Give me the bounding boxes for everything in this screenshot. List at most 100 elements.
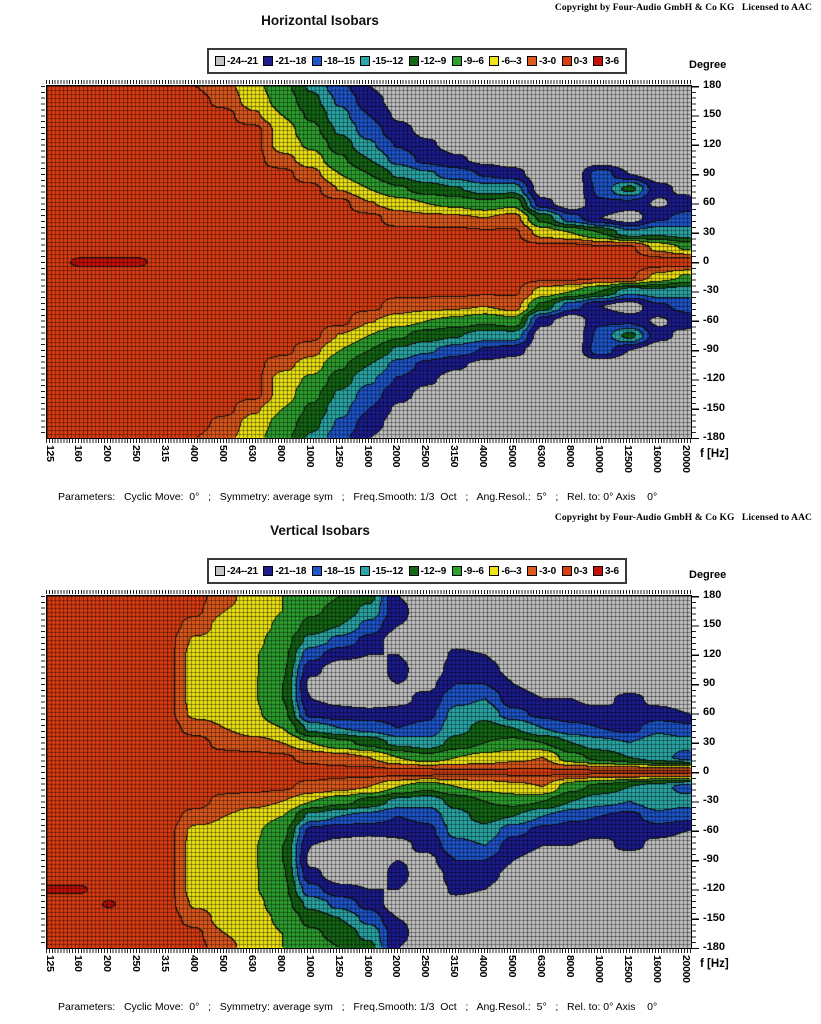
y-axis-tick-label: -120 <box>703 882 726 895</box>
x-axis-tick-label: 12500 <box>621 955 634 983</box>
legend-color-swatch <box>451 566 462 576</box>
legend-item: -15--12 <box>360 56 403 67</box>
legend-item-label: 0-3 <box>573 55 588 67</box>
x-axis-tick-label: 250 <box>130 955 143 972</box>
legend-item: -12--9 <box>408 566 446 577</box>
y-axis-tick-label: 0 <box>703 255 710 267</box>
legend-item: -3-0 <box>527 566 556 577</box>
legend-item: -15--12 <box>360 566 403 577</box>
copyright-text: Copyright by Four-Audio GmbH & Co KG Lic… <box>554 513 812 523</box>
legend-color-swatch <box>489 56 500 66</box>
x-axis-tick-label: 125 <box>43 955 56 972</box>
legend-item: -18--15 <box>311 56 355 67</box>
legend-item: -12--9 <box>408 56 446 67</box>
legend-color-swatch <box>561 56 572 66</box>
y-axis-unit-label: Degree <box>689 59 727 71</box>
legend-item-label: -21--18 <box>275 565 307 577</box>
legend-item-label: -9--6 <box>463 565 484 577</box>
legend-item: -6--3 <box>489 55 522 67</box>
legend-color-swatch <box>527 566 538 576</box>
y-axis-tick-label: 30 <box>703 225 716 238</box>
y-axis-tick-label: -60 <box>703 313 719 326</box>
x-axis-tick-label: 4000 <box>477 955 490 978</box>
legend-color-swatch <box>561 566 572 576</box>
x-axis-tick-label: 1250 <box>332 445 345 468</box>
legend-color-swatch <box>489 566 500 576</box>
y-axis-tick-label: 90 <box>703 677 716 689</box>
x-axis-tick-label: 200 <box>101 955 114 972</box>
legend-color-swatch <box>408 566 419 576</box>
x-axis-tick-label: 500 <box>216 955 229 972</box>
x-axis-tick-label: 6300 <box>534 955 547 978</box>
x-axis-top-ticks <box>46 80 692 84</box>
legend-color-swatch <box>527 56 538 66</box>
y-axis-tick-label: -150 <box>703 911 726 924</box>
x-axis-tick-label: 1600 <box>361 445 374 468</box>
y-axis-left-ticks <box>41 86 45 438</box>
legend-color-swatch <box>360 566 371 576</box>
x-axis-tick-label: 2000 <box>390 445 403 468</box>
legend-item-label: -6--3 <box>501 565 522 577</box>
legend-item-label: 0-3 <box>573 565 588 577</box>
x-axis-tick-label: 2500 <box>419 445 432 468</box>
y-axis-tick-label: 180 <box>703 79 722 91</box>
y-axis-right-major-ticks <box>692 596 699 949</box>
y-axis-tick-label: 60 <box>703 706 716 719</box>
y-axis-right-major-ticks <box>692 86 699 439</box>
parameters-line: Parameters: Cyclic Move: 0° ; Symmetry: … <box>58 491 658 503</box>
x-axis-tick-label: 630 <box>245 445 258 462</box>
x-axis-tick-label: 10000 <box>592 955 605 983</box>
y-axis-tick-label: 60 <box>703 196 716 209</box>
y-axis-tick-label: -150 <box>703 401 726 414</box>
y-axis-left-ticks <box>41 596 45 948</box>
y-axis-tick-label: 180 <box>703 589 722 601</box>
x-axis-tick-label: 125 <box>43 445 56 462</box>
legend-item-label: -15--12 <box>372 55 404 67</box>
legend-item: 3-6 <box>593 56 619 67</box>
x-axis-tick-label: 800 <box>274 955 287 972</box>
legend-item-label: -15--12 <box>372 565 404 577</box>
legend-color-swatch <box>593 566 604 576</box>
y-axis-tick-label: -180 <box>703 941 726 953</box>
x-axis-tick-label: 12500 <box>621 445 634 473</box>
legend-item: 0-3 <box>561 55 588 67</box>
y-axis-tick-label: -180 <box>703 431 726 443</box>
legend-color-swatch <box>263 56 274 66</box>
y-axis-tick-label: 90 <box>703 167 716 179</box>
plot-frame <box>46 595 692 949</box>
legend-item: -24--21 <box>215 566 258 577</box>
x-axis-tick-label: 6300 <box>534 445 547 468</box>
legend-color-swatch <box>311 566 322 576</box>
y-axis-tick-label: 120 <box>703 647 722 660</box>
x-axis-tick-label: 2500 <box>419 955 432 978</box>
legend-item: 0-3 <box>561 565 588 577</box>
legend-item: -18--15 <box>311 566 355 577</box>
y-axis-tick-label: 150 <box>703 108 722 121</box>
isobar-chart-vertical: Copyright by Four-Audio GmbH & Co KG Lic… <box>0 510 821 1020</box>
legend-item: -9--6 <box>451 56 484 67</box>
legend-color-swatch <box>451 56 462 66</box>
copyright-text: Copyright by Four-Audio GmbH & Co KG Lic… <box>554 3 812 13</box>
legend-color-swatch <box>360 56 371 66</box>
x-axis-tick-label: 315 <box>159 445 172 462</box>
legend-item: -6--3 <box>489 565 522 577</box>
legend-item: -24--21 <box>215 56 258 67</box>
x-axis-tick-label: 1250 <box>332 955 345 978</box>
x-axis-tick-label: 250 <box>130 445 143 462</box>
x-axis-tick-label: 8000 <box>563 955 576 978</box>
y-axis-tick-label: 30 <box>703 735 716 748</box>
y-axis-tick-label: 150 <box>703 618 722 631</box>
x-axis-tick-label: 160 <box>72 955 85 972</box>
x-axis-tick-label: 20000 <box>679 445 692 473</box>
x-axis-tick-label: 315 <box>159 955 172 972</box>
x-axis-tick-label: 20000 <box>679 955 692 983</box>
legend-item-label: -6--3 <box>501 55 522 67</box>
x-axis-tick-label: 200 <box>101 445 114 462</box>
isobar-heatmap-canvas <box>47 596 691 948</box>
isobar-legend: -24--21 -21--18 -18--15 -15--12 -12--9 -9--6 -… <box>207 558 627 584</box>
legend-item: -21--18 <box>263 566 306 577</box>
legend-color-swatch <box>593 56 604 66</box>
x-axis-tick-label: 1000 <box>303 955 316 978</box>
chart-title: Vertical Isobars <box>270 523 370 538</box>
